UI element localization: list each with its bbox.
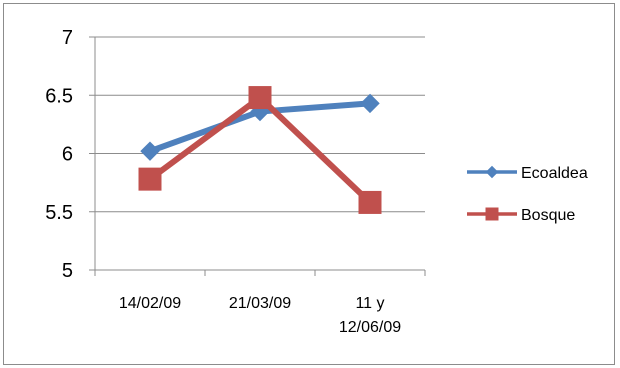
y-tick-label: 6.5 — [45, 85, 73, 107]
y-tick-label: 5 — [62, 260, 73, 282]
x-tick-label: 11 y 12/06/09 — [339, 295, 401, 336]
y-tick-labels: 5 5.5 6 6.5 7 — [45, 27, 73, 282]
y-tick-label: 7 — [62, 27, 73, 49]
chart-frame — [3, 3, 615, 365]
x-tick-labels: 14/02/09 21/03/09 11 y 12/06/09 — [119, 295, 401, 336]
x-tick-label-line: 14/02/09 — [119, 295, 181, 312]
x-tick-label: 21/03/09 — [229, 295, 291, 312]
y-tick-label: 6 — [62, 144, 73, 166]
legend-label-ecoaldea: Ecoaldea — [521, 165, 588, 182]
y-tick-label: 5.5 — [45, 202, 73, 224]
legend-item-bosque: Bosque — [467, 207, 575, 224]
x-tick-label-line: 11 y — [355, 295, 384, 312]
data-point-ecoaldea — [360, 93, 380, 114]
series-layer — [138, 86, 382, 214]
legend: Ecoaldea Bosque — [467, 165, 588, 224]
x-tick-label-line: 21/03/09 — [229, 295, 291, 312]
x-tick-label-line: 12/06/09 — [339, 319, 401, 336]
x-tick-label: 14/02/09 — [119, 295, 181, 312]
axes — [89, 36, 426, 276]
legend-label-bosque: Bosque — [521, 207, 575, 224]
data-point-bosque — [358, 190, 382, 214]
data-point-bosque — [248, 86, 272, 110]
legend-item-ecoaldea: Ecoaldea — [467, 165, 588, 182]
data-point-ecoaldea — [140, 141, 160, 161]
legend-marker-bosque — [485, 207, 499, 221]
data-point-bosque — [138, 167, 162, 191]
legend-marker-ecoaldea — [485, 165, 499, 179]
